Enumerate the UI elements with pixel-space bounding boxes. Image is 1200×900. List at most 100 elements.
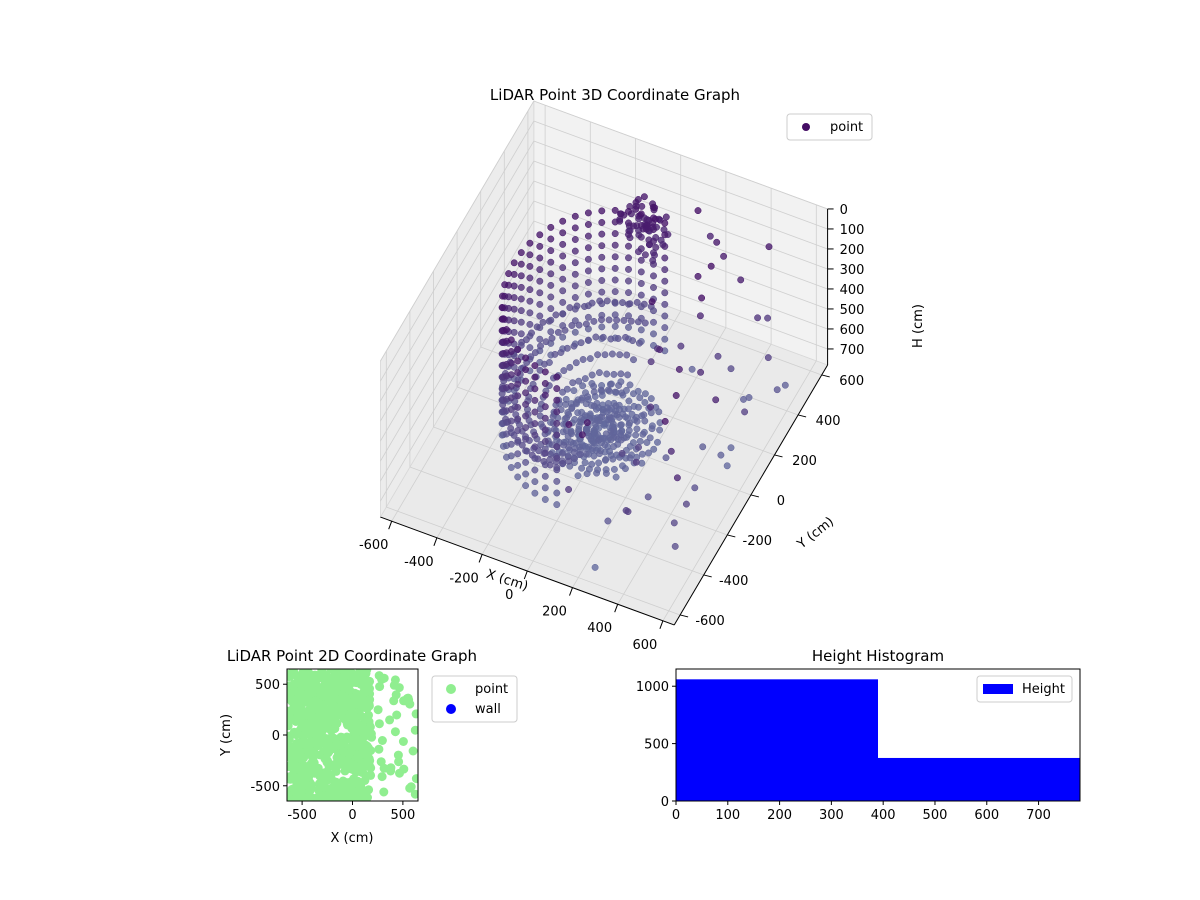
point-2d bbox=[316, 711, 326, 721]
point-3d bbox=[773, 386, 781, 394]
point-3d bbox=[662, 454, 670, 462]
point-3d bbox=[630, 356, 637, 364]
point-3d bbox=[531, 349, 539, 357]
point-3d bbox=[579, 356, 587, 363]
point-3d bbox=[571, 236, 579, 243]
point-3d bbox=[621, 465, 629, 473]
point-3d bbox=[571, 328, 579, 336]
chart-3d: LiDAR Point 3D Coordinate Graph -600 -400… bbox=[359, 86, 926, 653]
point-3d bbox=[675, 365, 683, 373]
point-2d bbox=[292, 784, 301, 794]
point-3d bbox=[625, 207, 632, 215]
point-3d bbox=[661, 231, 669, 239]
point-2d bbox=[300, 766, 310, 776]
point-3d bbox=[514, 392, 522, 400]
legend-label-height: Height bbox=[1022, 682, 1065, 697]
point-3d bbox=[547, 305, 555, 313]
grid-line bbox=[533, 220, 828, 330]
point-3d bbox=[541, 438, 549, 445]
x-tick bbox=[478, 554, 483, 563]
point-3d bbox=[625, 265, 632, 273]
point-2d bbox=[297, 692, 307, 702]
point-3d bbox=[582, 400, 590, 408]
point-3d bbox=[574, 472, 582, 480]
point-3d bbox=[547, 328, 555, 336]
point-3d bbox=[526, 274, 534, 282]
point-3d bbox=[562, 426, 570, 434]
point-2d bbox=[298, 671, 308, 681]
point-3d bbox=[598, 219, 606, 226]
point-2d bbox=[392, 710, 402, 720]
point-3d bbox=[566, 363, 574, 371]
point-3d bbox=[517, 295, 525, 303]
y-tick bbox=[821, 374, 830, 378]
point-3d bbox=[634, 318, 642, 326]
point-3d bbox=[510, 328, 518, 336]
y-tick-label: 0 bbox=[777, 494, 785, 509]
point-3d bbox=[599, 333, 607, 341]
point-3d bbox=[568, 404, 576, 411]
point-2d bbox=[373, 705, 383, 715]
point-3d bbox=[541, 449, 549, 457]
chart-2d-points bbox=[287, 669, 418, 801]
point-2d bbox=[389, 680, 399, 690]
point-3d bbox=[584, 336, 592, 344]
point-3d bbox=[553, 477, 561, 485]
point-2d bbox=[331, 766, 341, 776]
point-3d bbox=[547, 223, 555, 231]
y-tick-label-hist: 1000 bbox=[636, 680, 669, 695]
point-3d bbox=[610, 443, 618, 450]
point-2d bbox=[326, 725, 336, 735]
point-3d bbox=[514, 369, 522, 377]
point-3d bbox=[607, 436, 615, 444]
x-tick-label: 200 bbox=[542, 605, 567, 620]
point-3d bbox=[641, 399, 649, 406]
point-3d bbox=[623, 351, 631, 359]
point-3d bbox=[559, 287, 567, 295]
point-3d bbox=[542, 338, 550, 346]
point-3d bbox=[526, 320, 534, 328]
point-3d bbox=[625, 312, 632, 320]
point-3d bbox=[637, 326, 645, 334]
point-2d bbox=[385, 715, 395, 725]
point-2d bbox=[311, 684, 321, 694]
point-3d bbox=[661, 266, 669, 274]
point-2d bbox=[319, 681, 329, 691]
point-3d bbox=[523, 447, 531, 455]
point-3d bbox=[571, 294, 579, 301]
point-3d bbox=[522, 412, 530, 420]
point-3d bbox=[507, 464, 515, 471]
point-3d bbox=[625, 289, 632, 297]
point-3d bbox=[618, 449, 626, 457]
point-2d bbox=[306, 721, 316, 731]
point-3d bbox=[553, 431, 561, 439]
point-3d bbox=[536, 335, 544, 343]
y-tick bbox=[727, 534, 736, 538]
histogram-legend-box bbox=[976, 675, 1073, 703]
point-3d bbox=[661, 219, 669, 227]
point-2d bbox=[303, 780, 312, 790]
point-3d bbox=[571, 455, 578, 463]
point-2d bbox=[309, 697, 319, 707]
point-2d bbox=[365, 684, 374, 694]
point-2d bbox=[336, 681, 346, 691]
point-3d bbox=[531, 408, 539, 416]
grid-line bbox=[533, 160, 828, 270]
x-tick-label: -600 bbox=[359, 538, 389, 553]
point-3d bbox=[514, 461, 522, 469]
point-2d bbox=[291, 729, 301, 739]
point-3d bbox=[634, 403, 642, 411]
grid-line bbox=[380, 160, 535, 422]
point-3d bbox=[517, 249, 525, 257]
chart-2d: LiDAR Point 2D Coordinate Graph -500 0 500… bbox=[219, 647, 518, 846]
point-3d bbox=[613, 316, 621, 324]
point-3d bbox=[559, 229, 567, 237]
point-3d bbox=[641, 417, 649, 425]
point-3d bbox=[579, 382, 587, 390]
point-3d bbox=[598, 242, 606, 250]
point-3d bbox=[647, 358, 655, 366]
point-2d bbox=[411, 774, 418, 784]
point-3d bbox=[598, 265, 606, 273]
point-3d bbox=[582, 320, 590, 328]
y-tick bbox=[774, 454, 783, 458]
